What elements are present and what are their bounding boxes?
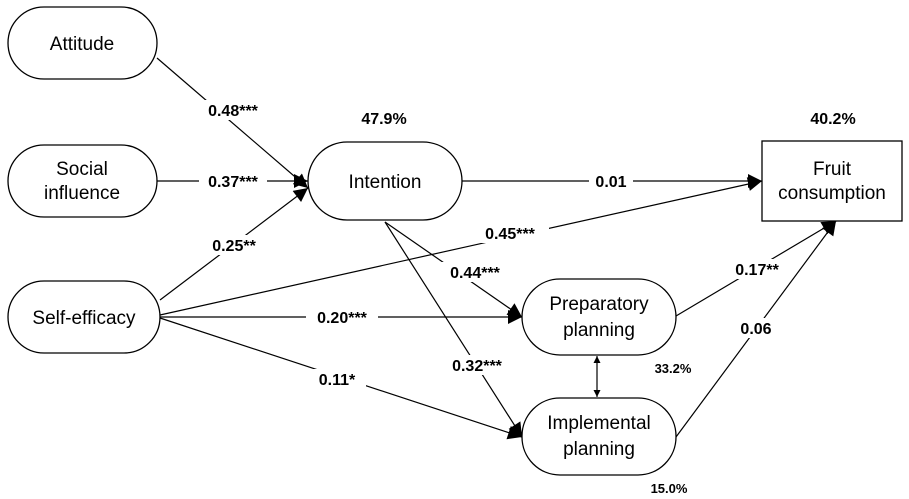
node-preparatory-planning-label-line2: planning <box>563 320 635 341</box>
node-preparatory-planning-label-line1: Preparatory <box>549 294 649 315</box>
node-implemental-planning-label-line1: Implemental <box>547 413 651 434</box>
arrow-attitude-to-intention <box>156 57 309 189</box>
node-social-influence-label-line2: influence <box>44 183 120 204</box>
node-preparatory-planning: Preparatory planning <box>521 278 677 356</box>
coef-intention-preparatory-planning: 0.44*** <box>450 265 501 282</box>
node-self-efficacy-label: Self-efficacy <box>32 308 136 329</box>
r2-preparatory-planning: 33.2% <box>655 361 692 376</box>
node-implemental-planning: Implemental planning <box>521 397 677 476</box>
node-attitude: Attitude <box>7 6 158 80</box>
r2-implemental-planning: 15.0% <box>651 481 688 496</box>
node-social-influence-label-line1: Social <box>56 159 108 180</box>
arrow-intention-to-implemental-planning <box>384 221 523 438</box>
coef-implemental-planning-fruit-consumption: 0.06 <box>740 321 771 338</box>
node-attitude-label: Attitude <box>50 34 114 55</box>
coef-attitude-intention: 0.48*** <box>208 103 259 120</box>
coef-social-influence-intention: 0.37*** <box>208 174 259 191</box>
node-intention-label: Intention <box>349 172 422 193</box>
coef-self-efficacy-preparatory-planning: 0.20*** <box>317 310 368 327</box>
coef-self-efficacy-fruit-consumption: 0.45*** <box>485 226 536 243</box>
coef-self-efficacy-implemental-planning: 0.11* <box>319 372 356 389</box>
coef-self-efficacy-intention: 0.25** <box>212 238 256 255</box>
r2-fruit-consumption: 40.2% <box>810 111 855 128</box>
node-social-influence: Social influence <box>7 144 158 218</box>
coef-intention-fruit-consumption: 0.01 <box>595 174 626 191</box>
coef-preparatory-planning-fruit-consumption: 0.17** <box>735 262 779 279</box>
r2-intention: 47.9% <box>361 111 406 128</box>
variance-labels: 47.9% 40.2% 33.2% 15.0% <box>361 111 855 496</box>
node-implemental-planning-label-line2: planning <box>563 439 635 460</box>
node-fruit-consumption-label-line1: Fruit <box>813 159 852 180</box>
node-intention: Intention <box>307 141 463 221</box>
arrow-self-efficacy-to-fruit-consumption <box>159 177 763 316</box>
coef-intention-implemental-planning: 0.32*** <box>452 358 503 375</box>
path-coefficients: 0.48*** 0.37*** 0.25** 0.01 0.45*** 0.44… <box>199 100 788 389</box>
node-fruit-consumption: Fruit consumption <box>761 140 903 222</box>
node-fruit-consumption-label-line2: consumption <box>778 183 886 204</box>
node-self-efficacy: Self-efficacy <box>7 280 161 354</box>
